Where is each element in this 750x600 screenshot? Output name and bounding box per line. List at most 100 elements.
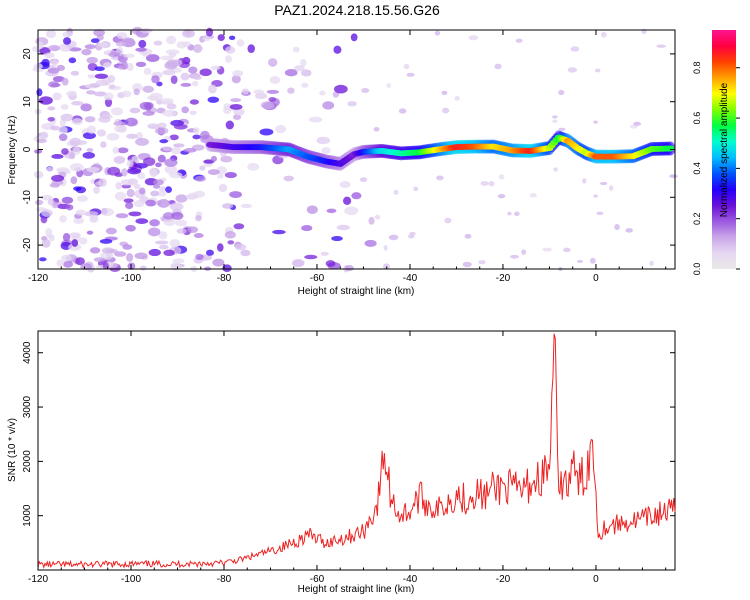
- heatmap-cell: [155, 162, 162, 168]
- heatmap-cell: [135, 47, 147, 52]
- snr-panel: -120 -100 -80 -60 -40 -20 0 1000 2000 3000 4000 H…: [7, 330, 676, 595]
- heatmap-cell: [255, 92, 268, 100]
- heatmap-cell: [351, 192, 362, 200]
- heatmap-cell: [107, 166, 121, 176]
- heatmap-cell: [333, 45, 342, 54]
- heatmap-cell: [478, 260, 486, 265]
- heatmap-cell: [59, 215, 67, 223]
- heatmap-cell: [222, 264, 232, 273]
- heatmap-cell: [48, 44, 61, 52]
- heatmap-cell: [96, 129, 107, 137]
- heatmap-cell: [62, 260, 74, 268]
- heatmap-cell: [126, 189, 135, 198]
- heatmap-cell: [86, 166, 100, 173]
- heatmap-cell: [225, 46, 236, 54]
- heatmap-cell: [529, 193, 537, 198]
- heatmap-cell: [159, 139, 169, 144]
- heatmap-cell: [521, 249, 527, 255]
- heatmap-x-tick-label: -60: [310, 273, 325, 284]
- heatmap-cell: [510, 254, 519, 259]
- heatmap-x-axis-label: Height of straight line (km): [298, 286, 415, 297]
- heatmap-cell: [199, 165, 206, 171]
- heatmap-cell: [182, 41, 192, 47]
- heatmap-cell: [247, 162, 260, 171]
- heatmap-cell: [189, 110, 197, 115]
- heatmap-y-axis: -20 -10 0 10 20: [22, 48, 675, 252]
- heatmap-cell: [326, 208, 337, 214]
- heatmap-cell: [139, 265, 147, 271]
- heatmap-cell: [95, 79, 109, 86]
- heatmap-cell: [107, 74, 116, 83]
- heatmap-cell: [70, 70, 80, 76]
- heatmap-cell: [347, 101, 357, 107]
- heatmap-x-tick-label: -100: [121, 273, 141, 284]
- heatmap-cell: [103, 92, 114, 101]
- heatmap-cell: [306, 205, 318, 215]
- heatmap-cell: [464, 233, 472, 239]
- heatmap-cell: [47, 106, 56, 111]
- heatmap-cell: [124, 117, 138, 127]
- heatmap-cell: [339, 181, 351, 189]
- heatmap-cell: [50, 125, 60, 131]
- heatmap-cell: [217, 34, 225, 41]
- heatmap-cell: [153, 40, 163, 46]
- heatmap-cell: [180, 82, 192, 87]
- heatmap-cell: [61, 77, 69, 86]
- heatmap-cell: [283, 175, 294, 182]
- heatmap-cell: [191, 80, 199, 87]
- heatmap-cell: [259, 128, 274, 136]
- heatmap-cell: [101, 207, 108, 215]
- heatmap-cell: [325, 260, 336, 267]
- heatmap-cell: [90, 215, 97, 223]
- heatmap-cell: [228, 35, 236, 41]
- heatmap-cell: [156, 81, 163, 87]
- heatmap-cell: [135, 137, 150, 146]
- heatmap-cell: [131, 26, 144, 35]
- heatmap-cell: [147, 123, 160, 129]
- heatmap-cell: [407, 234, 415, 239]
- heatmap-y-tick-label: -10: [22, 190, 33, 205]
- heatmap-cell: [224, 172, 237, 179]
- heatmap-y-tick-label: 10: [22, 96, 33, 108]
- heatmap-cell: [183, 148, 197, 153]
- heatmap-cell: [73, 217, 85, 224]
- heatmap-cell: [225, 120, 234, 130]
- heatmap-cell: [121, 60, 128, 70]
- heatmap-y-tick-label: -20: [22, 237, 33, 252]
- colorbar-tick-label: 0.2: [692, 212, 702, 225]
- heatmap-cell: [41, 238, 51, 248]
- heatmap-cell: [350, 33, 358, 42]
- heatmap-cell: [641, 28, 647, 34]
- heatmap-cell: [151, 75, 160, 84]
- heatmap-cell: [225, 55, 232, 64]
- heatmap-cell: [123, 53, 135, 58]
- heatmap-cell: [205, 27, 214, 37]
- snr-x-axis: -120 -100 -80 -60 -40 -20 0: [28, 331, 667, 585]
- heatmap-cell: [154, 240, 169, 245]
- heatmap-cell: [593, 120, 598, 124]
- heatmap-cell: [66, 204, 74, 211]
- heatmap-cell: [205, 249, 214, 256]
- heatmap-cell: [202, 36, 211, 42]
- heatmap-cell: [142, 85, 154, 93]
- heatmap-cell: [38, 96, 53, 105]
- heatmap-cell: [86, 125, 96, 134]
- heatmap-cell: [145, 54, 160, 63]
- heatmap-cell: [126, 133, 138, 139]
- heatmap-cell: [89, 247, 101, 254]
- heatmap-cell: [361, 88, 370, 93]
- heatmap-cell: [368, 216, 375, 225]
- heatmap-cell: [218, 183, 228, 193]
- colorbar: 0.0 0.2 0.4 0.6 0.8 Normalized spectral ampl…: [692, 30, 740, 275]
- heatmap-cell: [284, 69, 298, 77]
- heatmap-cell: [173, 143, 185, 148]
- heatmap-cell: [507, 211, 512, 216]
- heatmap-cell: [570, 46, 580, 52]
- heatmap-cell: [76, 195, 88, 202]
- heatmap-cell: [81, 49, 92, 56]
- heatmap-cell: [142, 51, 149, 57]
- heatmap-cell: [442, 107, 450, 114]
- heatmap-cell: [138, 39, 147, 49]
- heatmap-cell: [41, 209, 53, 217]
